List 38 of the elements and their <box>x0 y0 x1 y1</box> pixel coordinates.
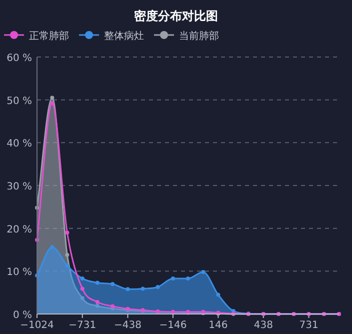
legend-label: 正常肺部 <box>29 30 69 42</box>
y-tick-label: 60 % <box>6 53 32 64</box>
y-tick-label: 20 % <box>6 224 32 236</box>
y-tick-label: 30 % <box>6 182 32 192</box>
x-tick-label: −438 <box>114 320 142 331</box>
y-tick-label: 40 % <box>6 138 32 150</box>
point <box>186 276 190 280</box>
point <box>50 245 54 250</box>
x-tick-label: −146 <box>159 320 187 331</box>
point <box>95 304 100 308</box>
x-tick-label: 438 <box>254 320 273 331</box>
point <box>126 287 130 292</box>
point <box>65 230 70 235</box>
x-tick-label: 731 <box>299 320 318 331</box>
legend-label: 整体病灶 <box>104 30 144 42</box>
x-tick-label: −1024 <box>20 320 54 331</box>
point <box>50 96 54 100</box>
point <box>140 286 145 291</box>
point <box>80 286 84 291</box>
point <box>216 292 220 297</box>
y-tick-label: 50 % <box>6 96 32 107</box>
y-tick-label: 10 % <box>6 267 32 278</box>
x-tick-label: −731 <box>68 320 96 331</box>
point <box>80 296 84 300</box>
point <box>65 252 70 257</box>
chart-title: 密度分布对比图 <box>134 9 218 23</box>
point <box>95 300 100 304</box>
point <box>95 280 100 285</box>
point <box>110 282 115 286</box>
x-tick-label: 146 <box>208 320 228 331</box>
point <box>170 276 175 280</box>
legend-label: 当前肺部 <box>179 30 219 42</box>
y-tick-label: 0 % <box>12 310 32 321</box>
point <box>201 270 206 274</box>
point <box>156 285 160 290</box>
point <box>65 264 70 268</box>
point <box>80 276 84 280</box>
point <box>50 101 54 106</box>
